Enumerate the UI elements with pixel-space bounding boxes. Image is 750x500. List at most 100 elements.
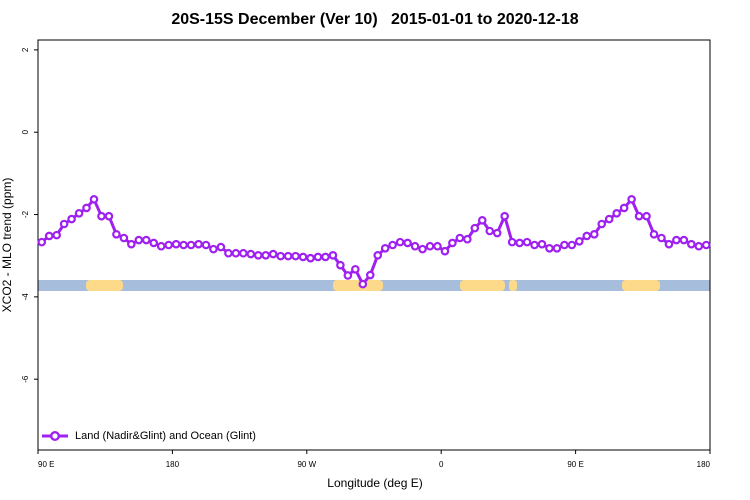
data-point	[679, 235, 689, 245]
land-band	[509, 280, 517, 291]
x-tick-label: 90 E	[38, 460, 54, 469]
data-point	[306, 253, 315, 263]
legend-label: Land (Nadir&Glint) and Ocean (Glint)	[75, 430, 256, 442]
data-point	[171, 239, 181, 249]
data-point	[321, 252, 330, 262]
data-point	[604, 214, 614, 224]
data-point	[492, 228, 502, 238]
data-point	[89, 195, 99, 204]
data-point	[44, 231, 54, 241]
data-point	[448, 238, 457, 248]
data-point	[119, 233, 129, 243]
y-tick-label: -2	[21, 210, 30, 218]
data-point	[463, 234, 472, 244]
data-point	[164, 240, 173, 250]
data-point	[470, 223, 480, 233]
y-tick-label: -4	[21, 293, 30, 301]
data-point	[52, 230, 61, 240]
data-point	[239, 248, 248, 258]
data-point	[97, 211, 106, 221]
data-point	[59, 219, 69, 229]
data-point	[351, 264, 360, 274]
data-point	[589, 229, 599, 239]
data-point	[672, 235, 681, 245]
data-point	[560, 240, 569, 250]
data-point	[418, 244, 427, 254]
data-point	[276, 251, 285, 261]
x-axis-label: Longitude (deg E)	[327, 476, 422, 490]
data-point	[156, 241, 166, 251]
data-point	[134, 235, 144, 245]
data-point	[313, 252, 323, 262]
data-point	[440, 246, 450, 256]
data-point	[224, 248, 233, 258]
data-point	[567, 240, 577, 250]
data-point	[141, 235, 151, 245]
data-point	[201, 240, 211, 250]
data-point	[298, 252, 308, 262]
x-tick-label: 180	[697, 460, 711, 469]
data-point	[657, 233, 666, 243]
x-tick-label: 90 W	[297, 460, 316, 469]
data-point	[328, 250, 338, 260]
y-tick-label: 2	[21, 47, 30, 52]
data-point	[194, 239, 203, 249]
data-point	[253, 250, 263, 260]
data-point	[336, 260, 345, 270]
data-point	[82, 203, 91, 213]
data-point	[619, 203, 629, 213]
data-point	[186, 240, 196, 250]
data-point	[104, 211, 114, 221]
data-point	[209, 244, 218, 254]
data-point	[380, 243, 390, 253]
data-point	[291, 251, 300, 261]
data-point	[388, 240, 397, 250]
land-band	[86, 280, 123, 291]
data-point	[515, 238, 524, 248]
legend-item: Land (Nadir&Glint) and Ocean (Glint)	[42, 430, 256, 442]
data-point	[67, 214, 76, 224]
legend-marker	[50, 431, 61, 442]
data-point	[365, 270, 375, 280]
land-band	[622, 280, 660, 291]
data-point	[231, 248, 241, 258]
data-point	[268, 249, 278, 259]
x-tick-label: 0	[439, 460, 444, 469]
data-point	[358, 279, 368, 289]
x-tick-label: 180	[166, 460, 180, 469]
data-point	[701, 240, 711, 250]
land-band	[460, 280, 505, 291]
data-point	[575, 236, 584, 246]
data-point	[627, 195, 636, 204]
data-point	[343, 271, 353, 280]
data-point	[37, 237, 47, 247]
data-point	[634, 211, 644, 221]
data-point	[582, 231, 592, 241]
data-point	[74, 209, 84, 218]
data-point	[127, 239, 136, 249]
data-point	[597, 219, 607, 229]
data-point	[552, 243, 562, 253]
data-point	[112, 229, 121, 239]
y-axis-label: XCO2 - MLO trend (ppm)	[0, 178, 14, 313]
data-point	[477, 216, 487, 225]
land-ocean-band	[38, 280, 710, 291]
data-point	[530, 240, 539, 250]
data-point	[283, 251, 293, 261]
land-band	[333, 280, 383, 291]
data-point	[246, 249, 256, 259]
data-point	[410, 241, 420, 251]
data-point	[216, 242, 226, 252]
data-point	[649, 229, 659, 239]
data-point	[433, 241, 442, 251]
data-point	[485, 226, 495, 236]
data-point	[507, 237, 517, 247]
y-tick-label: 0	[21, 129, 30, 134]
data-point	[694, 241, 704, 251]
data-point	[687, 239, 696, 249]
data-point	[664, 239, 674, 249]
data-point	[545, 243, 554, 253]
data-point	[373, 250, 383, 260]
